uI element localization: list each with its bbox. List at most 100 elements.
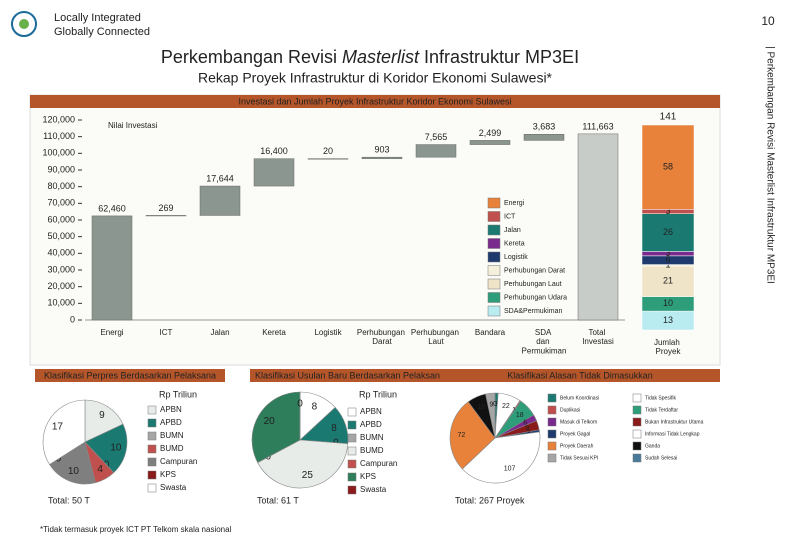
legend-label: Perhubungan Udara — [504, 294, 567, 301]
slice-label: 9 — [99, 410, 105, 421]
segment-label: 6 — [665, 255, 670, 265]
legend-swatch — [487, 224, 501, 236]
slice-label: 20 — [264, 416, 276, 427]
value-label: 3,683 — [533, 122, 556, 132]
segment-label: 58 — [663, 162, 673, 172]
legend-label: Tidak Sesuai KPI — [560, 455, 598, 461]
slice-label: 9 — [525, 425, 529, 432]
y-tick-label: 100,000 — [42, 148, 75, 158]
slice-label: 22 — [502, 403, 510, 410]
x-tick-label: Perhubungan Darat — [357, 328, 407, 346]
slice-label: 107 — [504, 465, 516, 472]
series-name: Nilai Investasi — [108, 121, 158, 130]
pie-slice — [257, 439, 349, 489]
bar — [577, 133, 619, 321]
legend-label: APBD — [360, 420, 382, 429]
legend-label: Logistik — [504, 254, 528, 261]
segment-label: 10 — [663, 298, 673, 308]
legend-swatch — [547, 393, 557, 403]
legend-swatch — [147, 431, 157, 441]
segment-label: 21 — [663, 276, 673, 286]
slice-label: 18 — [516, 412, 524, 419]
panel-header — [250, 369, 450, 382]
legend-label: Perhubungan Darat — [504, 267, 565, 274]
legend-label: Kereta — [504, 240, 525, 247]
legend-label: APBD — [160, 418, 182, 427]
bar — [469, 140, 511, 145]
slice-label: 8 — [312, 402, 318, 413]
value-label: 17,644 — [206, 173, 234, 183]
bar — [253, 158, 295, 187]
legend-swatch — [632, 441, 642, 451]
legend-swatch — [147, 457, 157, 467]
legend-label: APBN — [360, 407, 382, 416]
x-tick-label: Energi — [100, 328, 123, 337]
page-number: 10 — [761, 14, 775, 28]
bar — [307, 158, 349, 160]
value-label: 269 — [158, 203, 173, 213]
value-label: 2,499 — [479, 128, 502, 138]
bar — [415, 144, 457, 158]
legend-swatch — [632, 453, 642, 463]
legend-label: Informasi Tidak Lengkap — [645, 431, 700, 437]
pie-slice — [449, 401, 496, 470]
legend-label: Perhubungan Laut — [504, 281, 562, 288]
slice-label: 72 — [457, 432, 465, 439]
x-tick-label: ICT — [160, 328, 173, 337]
legend-swatch — [547, 441, 557, 451]
y-tick-label: 20,000 — [47, 281, 75, 291]
legend-swatch — [347, 420, 357, 430]
legend-swatch — [147, 470, 157, 480]
value-label: 7,565 — [425, 132, 448, 142]
legend-label: BUMD — [160, 444, 184, 453]
pie-slice — [42, 399, 86, 465]
legend-label: Duplikasi — [560, 407, 580, 413]
y-tick-label: 120,000 — [42, 114, 75, 124]
legend-label: KPS — [360, 472, 376, 481]
bar — [91, 215, 133, 321]
title-part: Perkembangan Revisi — [161, 47, 342, 67]
slide-subtitle: Rekap Proyek Infrastruktur di Koridor Ek… — [198, 70, 553, 86]
title-part: Masterlist — [342, 47, 420, 67]
stack-segment — [641, 124, 695, 210]
panel-header — [30, 95, 720, 108]
x-tick-label: Logistik — [314, 328, 342, 337]
bar — [199, 185, 241, 216]
x-tick-label: Kereta — [262, 328, 286, 337]
side-text: | Perkembangan Revisi Masterlist Infrast… — [764, 46, 775, 284]
y-tick-label: 10,000 — [47, 298, 75, 308]
legend-swatch — [347, 446, 357, 456]
legend-swatch — [632, 417, 642, 427]
legend-swatch — [547, 453, 557, 463]
legend-label: Campuran — [160, 457, 197, 466]
pie-slice — [84, 423, 128, 474]
legend-label: ICT — [504, 213, 516, 220]
legend-label: Campuran — [360, 459, 397, 468]
pie-slice — [251, 391, 301, 463]
x-tick-label: Total Investasi — [582, 328, 614, 346]
legend-label: Sudah Selesai — [645, 455, 677, 461]
slice-label: 17 — [52, 421, 64, 432]
y-tick-label: 80,000 — [47, 181, 75, 191]
x-tick-label: Jalan — [210, 328, 229, 337]
legend-label: Belum Koordinasi — [560, 395, 599, 401]
legend-swatch — [147, 405, 157, 415]
legend-swatch — [347, 433, 357, 443]
value-label: 111,663 — [582, 121, 613, 131]
segment-label: 3 — [665, 248, 670, 258]
bar — [361, 156, 403, 159]
legend-label: Tidak Terdaftar — [645, 407, 678, 413]
legend-label: Bukan Infrastruktur Utama — [645, 419, 704, 425]
legend-label: Masuk di Telkom — [560, 419, 597, 425]
total-label: Total: 61 T — [257, 495, 299, 505]
slice-label: 2 — [526, 430, 530, 437]
unit-label: Rp Triliun — [159, 389, 197, 399]
value-label: 903 — [374, 145, 389, 155]
pie-slice — [461, 431, 541, 484]
legend-swatch — [487, 265, 501, 276]
slice-label: 0 — [493, 401, 497, 408]
legend-swatch — [487, 305, 501, 317]
pie-slice — [49, 441, 96, 485]
panel-title: Klasifikasi Alasan Tidak Dimasukkan — [507, 370, 653, 380]
slice-label: 3 — [494, 401, 498, 408]
